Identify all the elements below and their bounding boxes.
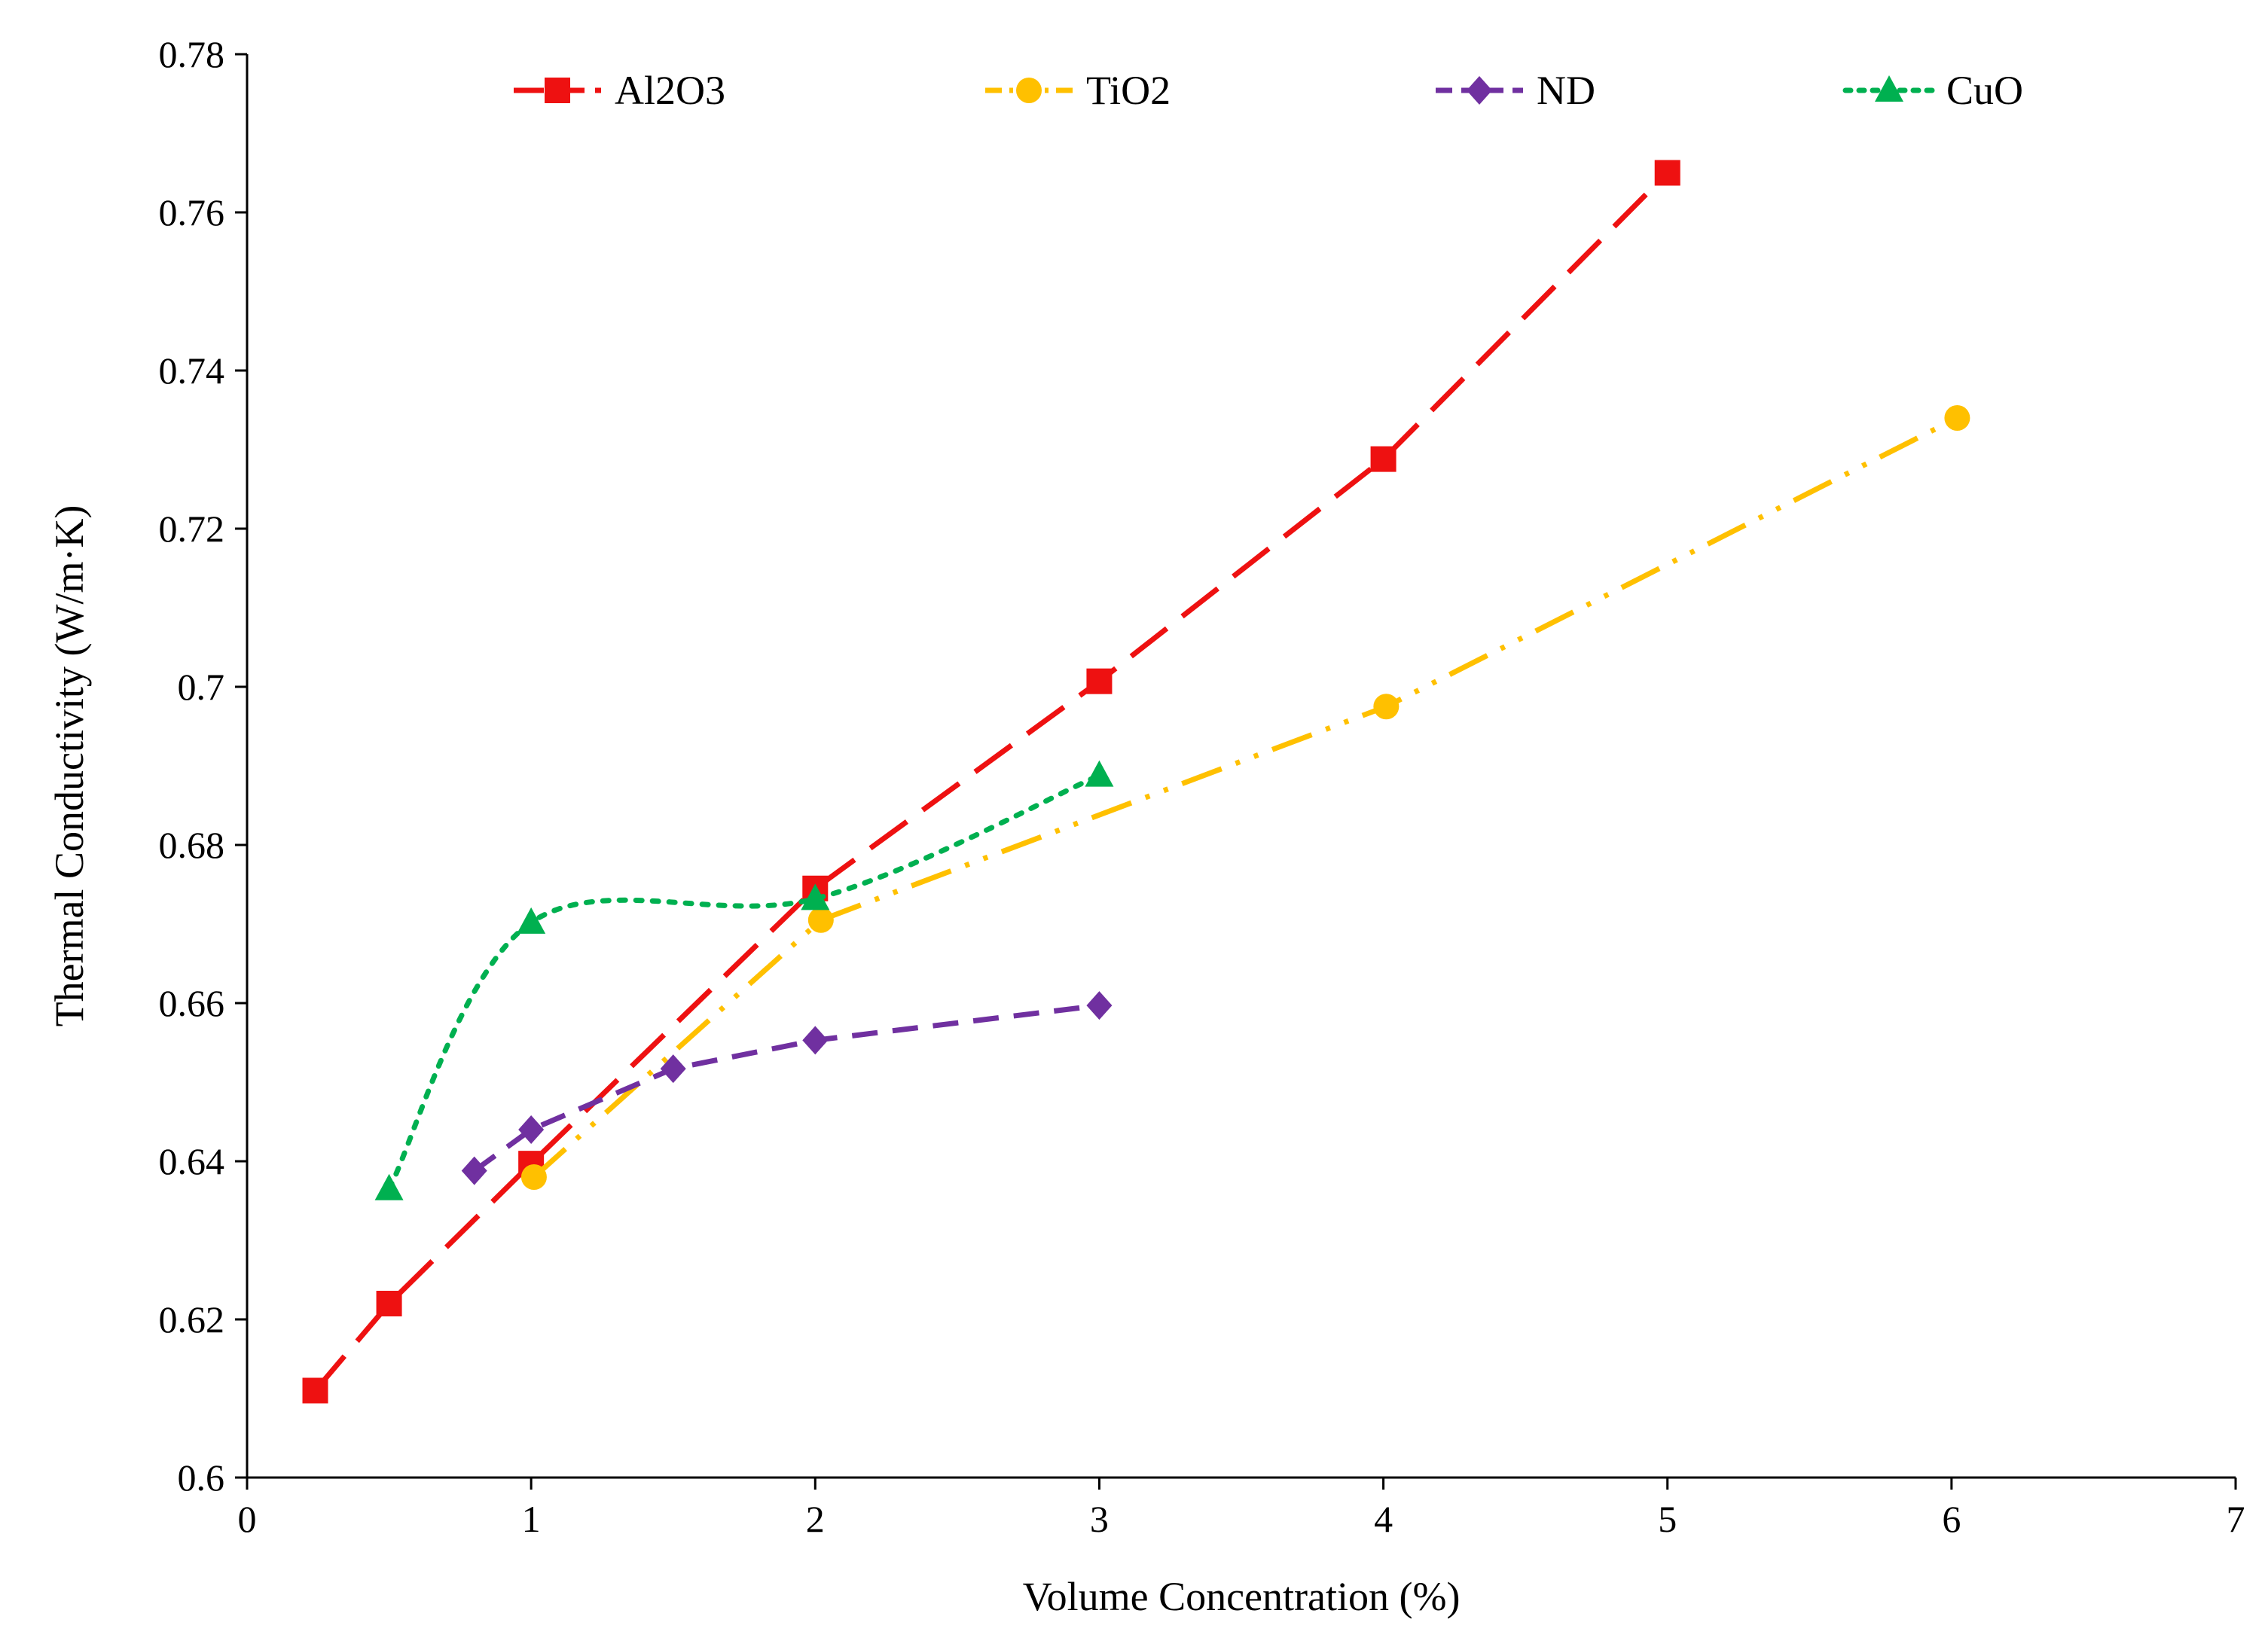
- legend-label-cuo: CuO: [1946, 68, 2023, 113]
- data-point-tio2: [1944, 405, 1970, 431]
- x-tick-label: 4: [1374, 1498, 1393, 1540]
- legend-marker-tio2: [1016, 78, 1042, 103]
- y-axis-title: Thermal Conductivity (W/m·K): [47, 505, 92, 1027]
- legend-item-cuo: CuO: [1842, 68, 2023, 113]
- legend-label-al2o3: Al2O3: [615, 68, 725, 113]
- series-line-tio2: [532, 415, 1958, 1179]
- y-tick-label: 0.64: [159, 1140, 225, 1182]
- y-tick-label: 0.72: [159, 508, 225, 550]
- data-point-al2o3: [1370, 446, 1397, 472]
- y-tick-label: 0.7: [178, 666, 225, 708]
- x-tick-label: 7: [2227, 1498, 2245, 1540]
- series-layer: [302, 160, 1970, 1404]
- data-point-al2o3: [302, 1377, 328, 1404]
- data-point-tio2: [1373, 694, 1400, 720]
- legend-item-al2o3: Al2O3: [514, 68, 725, 113]
- data-point-cuo: [801, 883, 830, 910]
- x-tick-label: 6: [1942, 1498, 1961, 1540]
- x-axis-title: Volume Concentration (%): [1023, 1574, 1461, 1619]
- y-tick-label: 0.78: [159, 33, 225, 75]
- y-tick-label: 0.62: [159, 1298, 225, 1340]
- y-tick-label: 0.76: [159, 191, 225, 233]
- data-point-cuo: [1085, 760, 1114, 787]
- y-tick-label: 0.68: [159, 824, 225, 866]
- legend-marker-al2o3: [545, 78, 570, 103]
- legend-marker-cuo: [1875, 75, 1903, 102]
- data-point-nd: [660, 1054, 686, 1084]
- data-point-cuo: [374, 1173, 404, 1200]
- data-point-tio2: [520, 1164, 547, 1190]
- x-tick-label: 2: [806, 1498, 825, 1540]
- data-point-nd: [802, 1026, 829, 1055]
- data-point-nd: [461, 1156, 487, 1185]
- series-al2o3: [302, 160, 1680, 1404]
- data-point-al2o3: [1654, 160, 1680, 186]
- legend-item-nd: ND: [1436, 68, 1595, 113]
- data-point-nd: [1086, 991, 1113, 1020]
- legend-label-tio2: TiO2: [1086, 68, 1171, 113]
- x-tick-label: 0: [238, 1498, 257, 1540]
- y-tick-label: 0.6: [178, 1456, 225, 1499]
- series-tio2: [520, 405, 1970, 1190]
- data-point-nd: [518, 1115, 545, 1144]
- x-tick-label: 3: [1090, 1498, 1109, 1540]
- data-point-tio2: [807, 907, 834, 933]
- data-point-al2o3: [1086, 668, 1113, 694]
- legend: Al2O3 TiO2 ND CuO: [514, 68, 2023, 113]
- series-line-cuo: [386, 773, 1102, 1192]
- series-cuo: [374, 760, 1114, 1200]
- y-tick-label: 0.66: [159, 982, 225, 1024]
- x-tick-label: 5: [1658, 1498, 1677, 1540]
- series-nd: [461, 991, 1113, 1185]
- data-point-cuo: [517, 907, 546, 934]
- x-tick-label: 1: [522, 1498, 541, 1540]
- axes-layer: 0.6 0.62 0.64 0.66 0.68 0.7 0.72 0.74 0.76 0.78 0 1…: [159, 33, 2245, 1540]
- legend-label-nd: ND: [1537, 68, 1595, 113]
- legend-marker-nd: [1467, 76, 1492, 105]
- legend-item-tio2: TiO2: [985, 68, 1171, 113]
- data-point-al2o3: [376, 1291, 402, 1316]
- y-tick-label: 0.74: [159, 349, 225, 392]
